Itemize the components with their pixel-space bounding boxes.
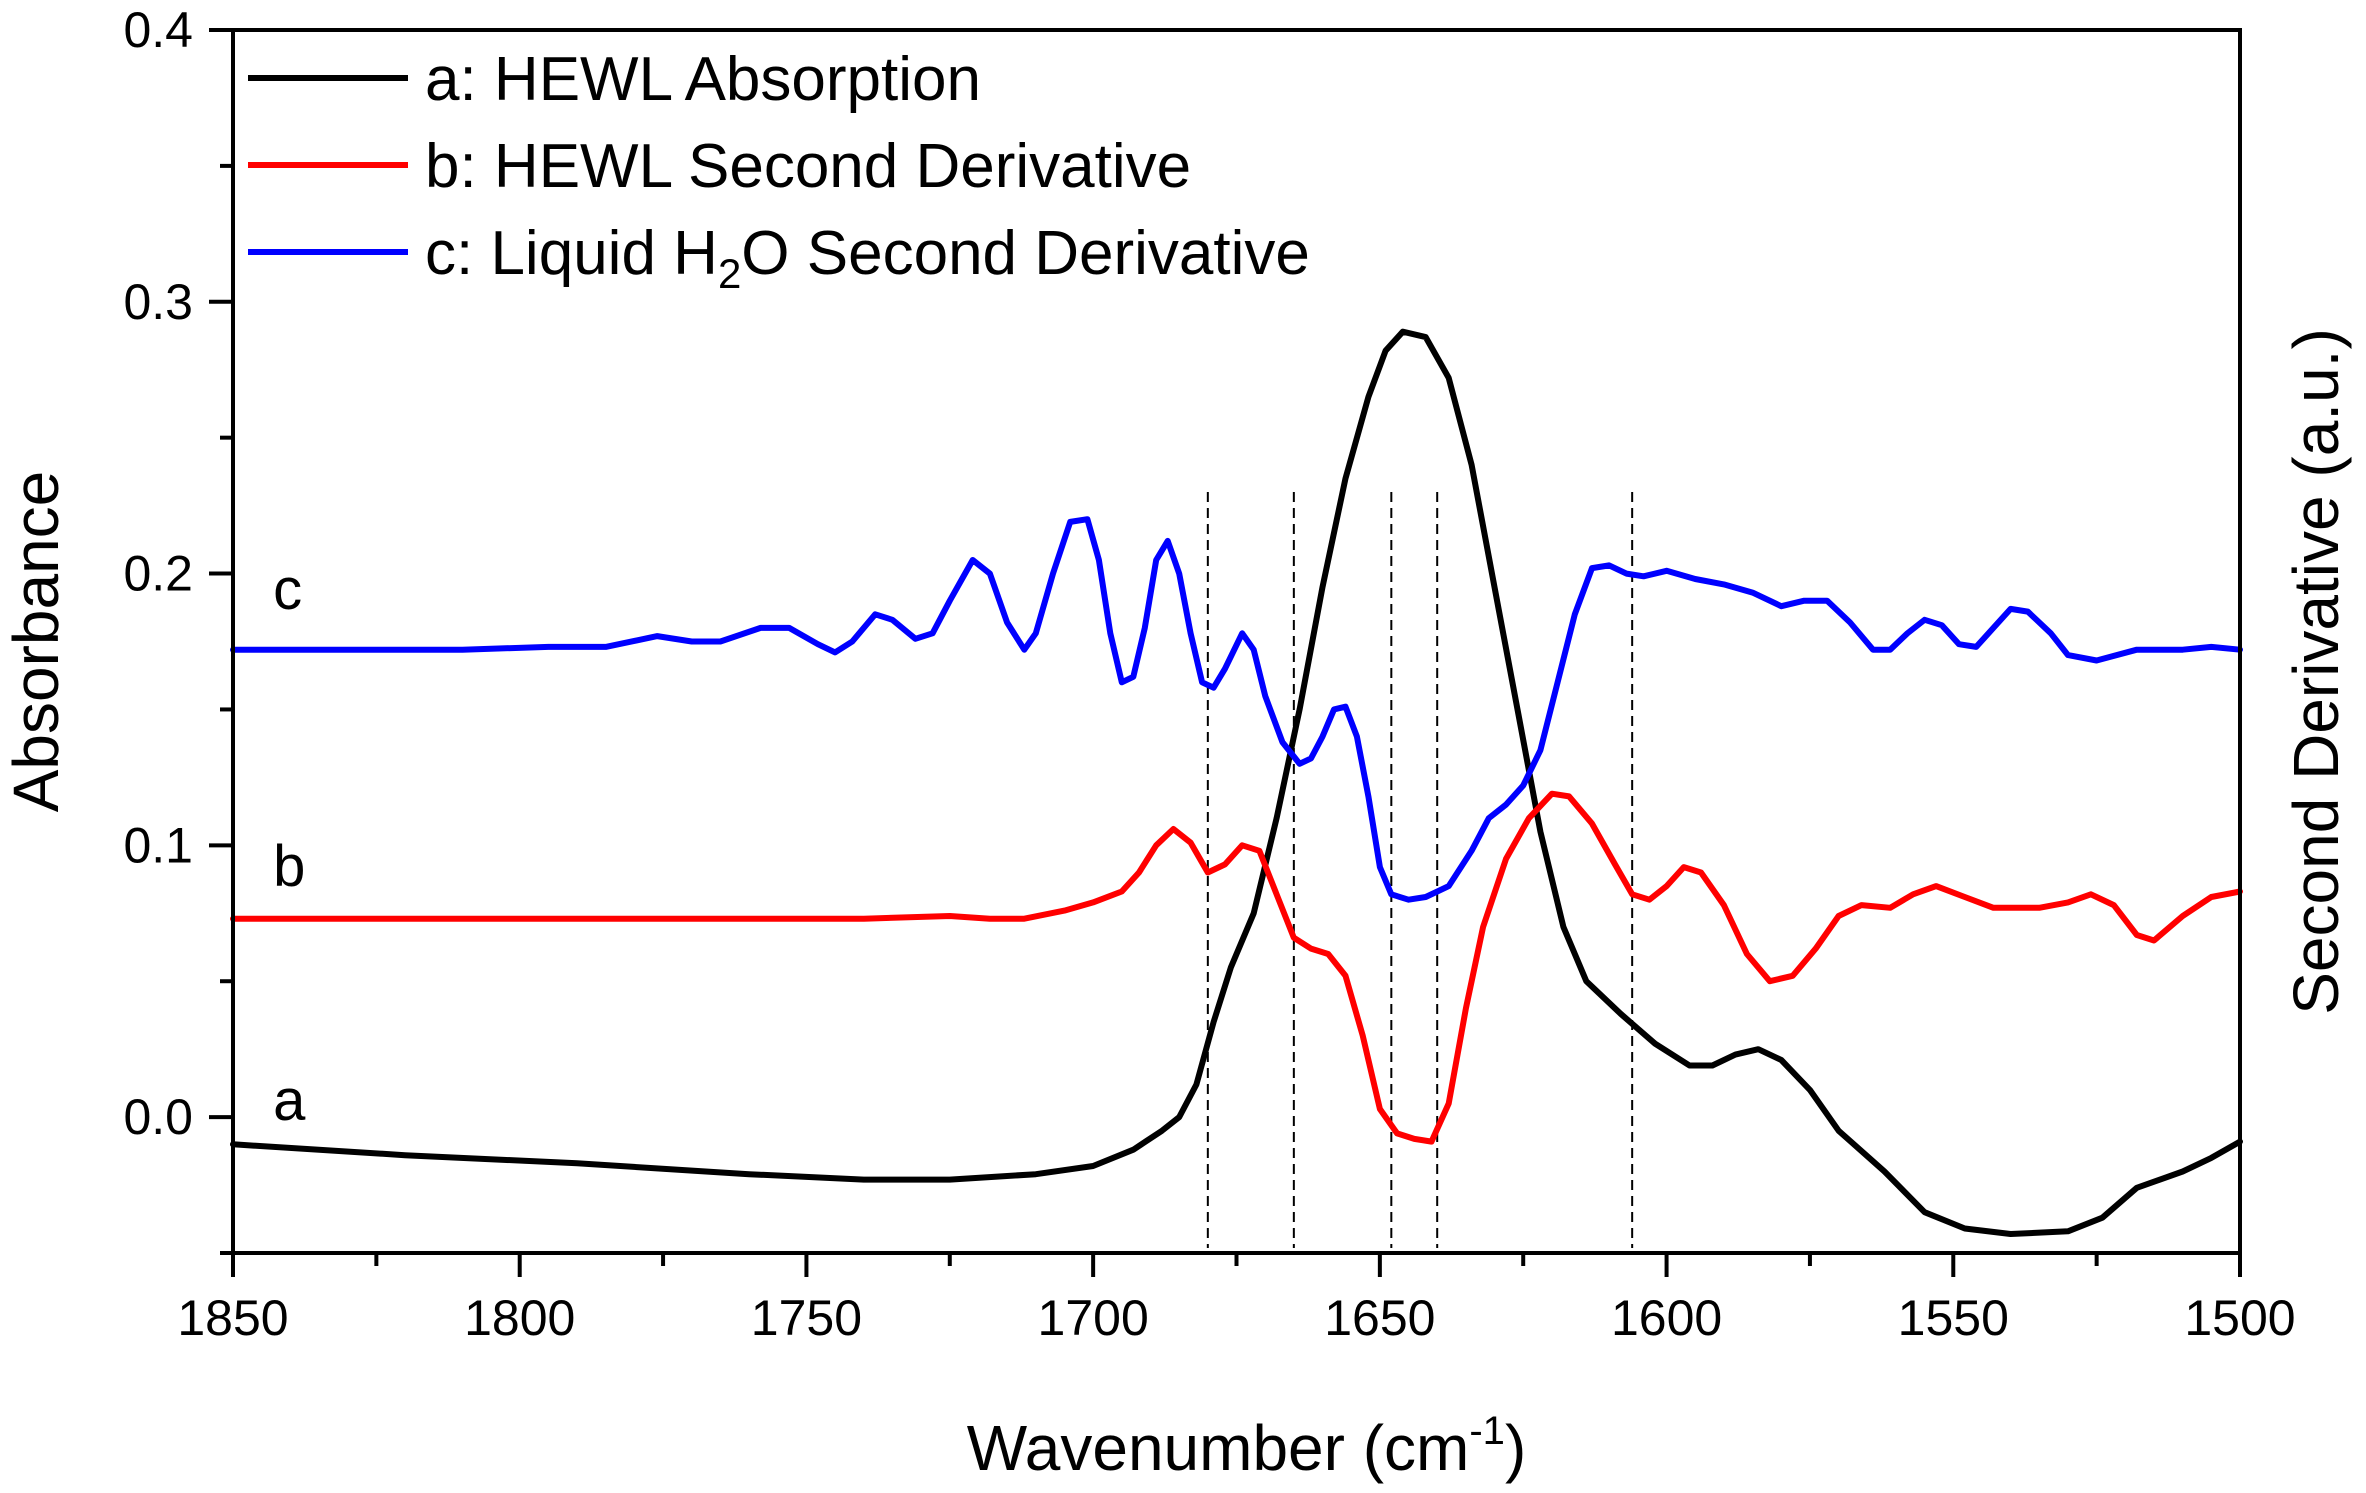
y-axis-title: Absorbance xyxy=(0,471,72,813)
secondary-y-axis-title: Second Derivative (a.u.) xyxy=(2280,328,2352,1015)
y-tick-label: 0.3 xyxy=(123,274,193,330)
legend-label-a: a: HEWL Absorption xyxy=(425,45,981,114)
y-tick-label: 0.2 xyxy=(123,546,193,602)
y-tick-label: 0.0 xyxy=(123,1089,193,1145)
y-tick-label: 0.1 xyxy=(123,817,193,873)
x-axis-title-close: ) xyxy=(1505,1412,1526,1484)
curve-labels: c b a xyxy=(273,557,306,1133)
x-tick-label: 1500 xyxy=(2184,1290,2295,1346)
series-layer xyxy=(230,328,2243,1237)
y-axis-ticks: 0.0 0.1 0.2 0.3 0.4 xyxy=(123,2,233,1255)
x-axis-title-text: Wavenumber (cm xyxy=(967,1412,1470,1484)
x-axis-title-superscript: -1 xyxy=(1469,1409,1505,1453)
x-tick-label: 1650 xyxy=(1324,1290,1435,1346)
curve-label-b: b xyxy=(273,834,305,899)
series-line-b xyxy=(230,790,2243,1145)
x-axis-title: Wavenumber (cm-1) xyxy=(967,1409,1527,1484)
y-tick-label: 0.4 xyxy=(123,2,193,58)
curve-label-c: c xyxy=(273,557,302,622)
legend-label-c: c: Liquid H2O Second Derivative xyxy=(425,219,1310,297)
series-line-a xyxy=(230,328,2243,1237)
legend-label-c-subscript: 2 xyxy=(718,250,741,297)
x-tick-label: 1600 xyxy=(1611,1290,1722,1346)
legend: a: HEWL Absorption b: HEWL Second Deriva… xyxy=(248,45,1310,297)
x-axis-ticks: 1850 1800 1750 1700 1650 1600 1550 1500 xyxy=(177,1253,2296,1346)
legend-label-c-pre: c: Liquid H xyxy=(425,219,718,288)
series-line-c xyxy=(230,516,2243,903)
x-tick-label: 1750 xyxy=(751,1290,862,1346)
x-tick-label: 1700 xyxy=(1038,1290,1149,1346)
x-tick-label: 1550 xyxy=(1898,1290,2009,1346)
x-tick-label: 1800 xyxy=(464,1290,575,1346)
x-tick-label: 1850 xyxy=(177,1290,288,1346)
legend-label-c-post: O Second Derivative xyxy=(741,219,1310,288)
curve-label-a: a xyxy=(273,1068,306,1133)
legend-label-b: b: HEWL Second Derivative xyxy=(425,132,1191,201)
